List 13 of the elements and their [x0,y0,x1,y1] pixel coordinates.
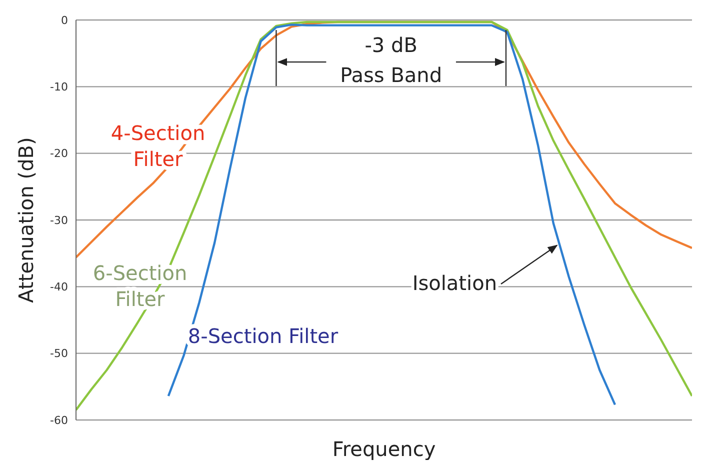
y-axis-title: Attenuation (dB) [14,137,38,303]
y-tick-label: -50 [50,347,68,360]
series-label: 8-Section Filter [188,324,339,348]
y-tick-label: -20 [50,147,68,160]
y-tick-label: -60 [50,414,68,427]
y-tick-label: -40 [50,280,68,294]
x-axis-title: Frequency [332,437,436,461]
line-series [76,20,692,412]
y-tick-label: 0 [61,14,68,27]
annotation: -3 dB Pass Band [340,33,442,87]
y-tick-label: -10 [50,80,68,94]
annotation: Isolation [412,271,497,295]
y-tick-label: -30 [50,214,68,227]
